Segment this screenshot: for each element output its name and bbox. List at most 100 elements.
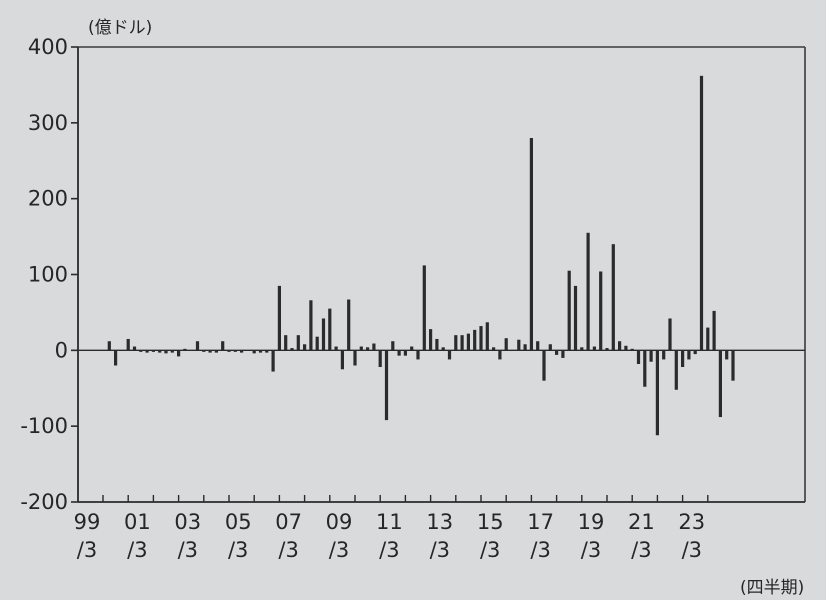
x-tick-label-year: 17: [527, 510, 554, 534]
x-tick-label-quarter: /3: [178, 538, 198, 562]
bar: [164, 350, 168, 354]
x-axis-unit-label: (四半期): [740, 578, 804, 598]
bar: [687, 350, 691, 360]
x-tick-label-quarter: /3: [278, 538, 298, 562]
bar: [170, 350, 174, 353]
bar: [636, 350, 641, 364]
x-tick-label-year: 13: [426, 510, 453, 534]
bar: [410, 346, 414, 351]
bar: [258, 350, 263, 353]
bar: [334, 346, 338, 351]
bar: [630, 348, 634, 351]
x-tick-label-quarter: /3: [379, 538, 399, 562]
x-tick-label-quarter: /3: [682, 538, 702, 562]
plot-frame: [78, 46, 806, 502]
bar: [366, 347, 370, 351]
bar: [435, 338, 439, 351]
bar: [397, 350, 401, 356]
bar: [567, 270, 571, 351]
bar: [145, 350, 149, 353]
bar: [466, 333, 470, 351]
bar: [548, 344, 552, 351]
bar: [227, 350, 231, 352]
bar: [517, 339, 521, 351]
bar: [277, 285, 281, 351]
bar: [586, 232, 590, 351]
bar: [655, 350, 659, 436]
bar: [498, 350, 502, 360]
bar: [372, 343, 376, 351]
x-tick-label-quarter: /3: [430, 538, 450, 562]
bar: [473, 329, 477, 351]
bar: [561, 350, 565, 358]
bar: [460, 335, 464, 351]
bar: [151, 350, 155, 352]
bar: [139, 350, 143, 352]
bar: [485, 322, 489, 351]
bar: [347, 299, 351, 351]
bar: [712, 310, 716, 351]
bar: [340, 350, 344, 370]
bar: [643, 350, 647, 387]
bar: [233, 350, 237, 352]
bar: [580, 347, 584, 351]
bar: [731, 350, 735, 381]
bar: [447, 350, 452, 360]
bar: [618, 341, 622, 351]
bar: [183, 348, 187, 351]
y-tick-label: -200: [20, 490, 68, 514]
bar: [523, 344, 527, 351]
y-tick-label: 400: [28, 35, 68, 59]
bar: [429, 329, 433, 351]
bar: [605, 348, 609, 351]
bar: [107, 341, 111, 351]
y-tick-label: 0: [55, 338, 68, 362]
bar: [240, 350, 244, 353]
bar: [662, 350, 666, 360]
y-tick-label: 300: [28, 111, 68, 135]
bar: [681, 350, 685, 368]
bar: [441, 347, 445, 351]
bar: [208, 350, 212, 353]
bar: [674, 350, 678, 390]
x-tick-label-year: 15: [477, 510, 504, 534]
bar: [718, 350, 722, 418]
bar: [296, 335, 300, 351]
bar: [573, 285, 578, 351]
bar: [303, 344, 307, 351]
bar: [252, 350, 256, 354]
x-tick-label-year: 03: [174, 510, 201, 534]
bar: [195, 341, 200, 351]
bars: [107, 75, 735, 436]
bar: [454, 335, 458, 351]
bar: [309, 300, 313, 351]
x-tick-label-year: 23: [678, 510, 705, 534]
bar: [321, 318, 326, 351]
bar: [403, 350, 407, 356]
x-tick-label-year: 09: [326, 510, 353, 534]
x-tick-label-year: 11: [376, 510, 403, 534]
bar: [599, 271, 603, 351]
bar: [158, 350, 162, 353]
x-tick-label-year: 05: [225, 510, 252, 534]
y-axis-unit-label: (億ドル): [88, 18, 152, 38]
x-tick-label-quarter: /3: [228, 538, 248, 562]
bar: [529, 138, 533, 351]
bar: [284, 335, 288, 351]
x-tick-label-quarter: /3: [77, 538, 97, 562]
x-tick-label-year: 01: [124, 510, 151, 534]
bar: [114, 350, 118, 366]
bar: [504, 338, 508, 351]
x-tick-label-year: 19: [578, 510, 605, 534]
bar: [706, 327, 710, 351]
bar: [353, 350, 357, 366]
x-tick-label-quarter: /3: [480, 538, 500, 562]
bar: [542, 350, 546, 381]
x-tick-label-year: 99: [74, 510, 101, 534]
bar: [132, 346, 137, 351]
bar: [693, 350, 697, 355]
bar: [725, 350, 729, 360]
bar: [492, 347, 496, 351]
